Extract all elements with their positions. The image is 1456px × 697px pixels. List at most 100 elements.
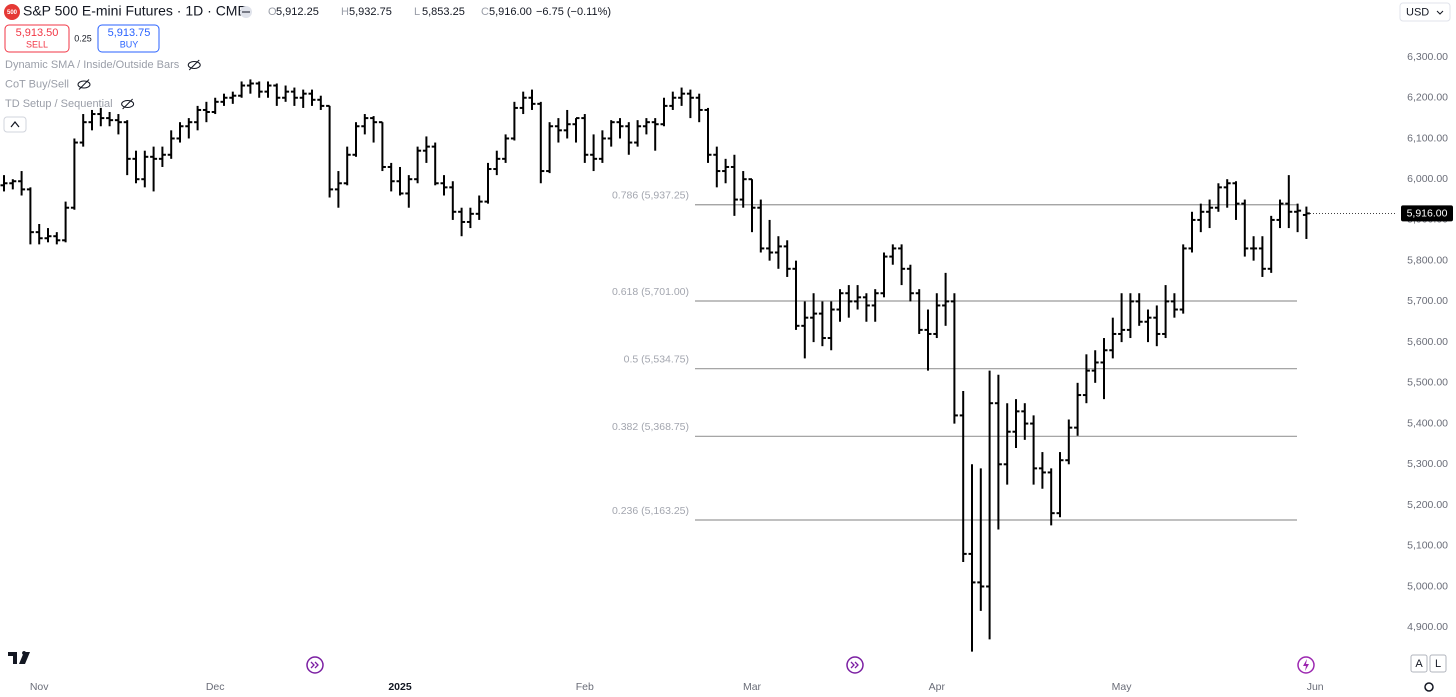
ohlc-bar	[783, 240, 791, 277]
ohlc-bar	[150, 146, 158, 192]
y-tick-label: 5,200.00	[1407, 499, 1448, 511]
ohlc-bar	[1285, 175, 1293, 229]
event-glyph	[310, 661, 319, 669]
ohlc-bar	[141, 150, 149, 188]
ohlc-bar	[871, 289, 879, 322]
ohlc-label: O	[268, 6, 277, 18]
indicator-name[interactable]: CoT Buy/Sell	[5, 78, 69, 90]
symbol-title[interactable]: S&P 500 E-mini Futures · 1D · CME	[23, 3, 247, 19]
ohlc-bar	[53, 232, 61, 245]
ohlc-label: H	[341, 6, 349, 18]
sell-button[interactable]	[4, 24, 70, 53]
ohlc-bar	[458, 207, 466, 237]
ohlc-bar	[942, 272, 950, 326]
ohlc-bar	[1188, 211, 1196, 253]
ohlc-bar	[1197, 203, 1205, 233]
ohlc-bar	[26, 187, 34, 245]
ohlc-bar	[299, 89, 307, 108]
ohlc-bar	[554, 118, 562, 143]
ohlc-bar	[757, 199, 765, 253]
settings-icon[interactable]	[1424, 682, 1434, 692]
x-tick-label: Apr	[929, 681, 946, 693]
ohlc-bar	[334, 171, 342, 208]
y-tick-label: 5,800.00	[1407, 254, 1448, 266]
ohlc-bar	[686, 89, 694, 119]
visibility-slash	[188, 59, 200, 71]
ohlc-bar	[202, 101, 210, 123]
ohlc-bar	[739, 171, 747, 208]
x-tick-label: Nov	[30, 681, 49, 693]
ohlc-bar	[1162, 285, 1170, 339]
x-tick-label: Jun	[1307, 681, 1324, 693]
indicator-name[interactable]: Dynamic SMA / Inside/Outside Bars	[5, 59, 180, 71]
visibility-slash	[78, 79, 90, 90]
ohlc-bar	[502, 134, 510, 163]
ohlc-bar	[308, 89, 316, 106]
ohlc-bar	[1170, 293, 1178, 318]
ohlc-bar	[449, 181, 457, 220]
ohlc-bar	[563, 109, 571, 139]
ohlc-bar	[343, 146, 351, 186]
buy-button[interactable]	[97, 24, 160, 53]
y-tick-label: 6,300.00	[1407, 51, 1448, 63]
event-glyph	[1303, 659, 1309, 671]
spread: 0.25	[74, 33, 92, 43]
ohlc-bar	[1091, 350, 1099, 383]
event-icon[interactable]	[846, 656, 864, 674]
ohlc-bar	[968, 464, 976, 652]
ohlc-bar	[537, 101, 545, 184]
ohlc-bar	[722, 158, 730, 184]
ohlc-bar	[475, 195, 483, 220]
ohlc-value: 5,932.75	[349, 6, 392, 18]
ohlc-bar	[845, 285, 853, 318]
ohlc-bar	[317, 95, 325, 110]
ohlc-bar	[1074, 382, 1082, 436]
ohlc-bar	[396, 166, 404, 196]
visibility-icon[interactable]	[121, 100, 135, 108]
ohlc-bar	[361, 114, 369, 135]
sell-price: 5,913.50	[16, 27, 59, 39]
ohlc-bar	[642, 118, 650, 135]
ohlc-bar	[1065, 419, 1073, 465]
ohlc-bar	[713, 146, 721, 188]
x-tick-label: Dec	[206, 681, 225, 693]
visibility-icon[interactable]	[77, 80, 91, 89]
ohlc-bar	[88, 109, 96, 131]
ohlc-bar	[704, 107, 712, 163]
ohlc-bar	[889, 244, 897, 265]
ohlc-bar	[185, 118, 193, 139]
ohlc-bar	[1021, 403, 1029, 440]
ohlc-bar	[387, 162, 395, 192]
collapse-icon	[10, 121, 20, 128]
ohlc-value: 5,916.00	[489, 6, 532, 18]
scale-button[interactable]	[1410, 654, 1428, 673]
collapse-button[interactable]	[3, 116, 27, 133]
ohlc-bar	[748, 178, 756, 233]
ohlc-bar	[440, 175, 448, 196]
event-icon[interactable]	[306, 656, 324, 674]
ohlc-bar	[158, 146, 166, 167]
ohlc-bar	[414, 146, 422, 184]
currency-select[interactable]	[1399, 2, 1451, 22]
indicator-name[interactable]: TD Setup / Sequential	[5, 98, 113, 110]
ohlc-bar	[950, 293, 958, 424]
ohlc-bar	[625, 122, 633, 155]
ohlc-bar	[273, 83, 281, 106]
ohlc-bar	[695, 93, 703, 123]
ohlc-bar	[378, 121, 386, 172]
visibility-icon[interactable]	[187, 61, 201, 69]
buy-price: 5,913.75	[108, 27, 151, 39]
scale-button[interactable]	[1429, 654, 1447, 673]
fib-level-label: 0.236 (5,163.25)	[612, 505, 689, 517]
ohlc-bar	[1206, 199, 1214, 229]
ohlc-bar	[607, 120, 615, 147]
ohlc-bar	[678, 87, 686, 106]
buy-label: BUY	[120, 39, 139, 49]
ohlc-bar	[1153, 305, 1161, 347]
ohlc-bar	[1109, 317, 1117, 359]
ohlc-bar	[924, 309, 932, 371]
ohlc-bar	[220, 93, 228, 106]
y-tick-label: 6,100.00	[1407, 132, 1448, 144]
ohlc-bar	[836, 289, 844, 322]
